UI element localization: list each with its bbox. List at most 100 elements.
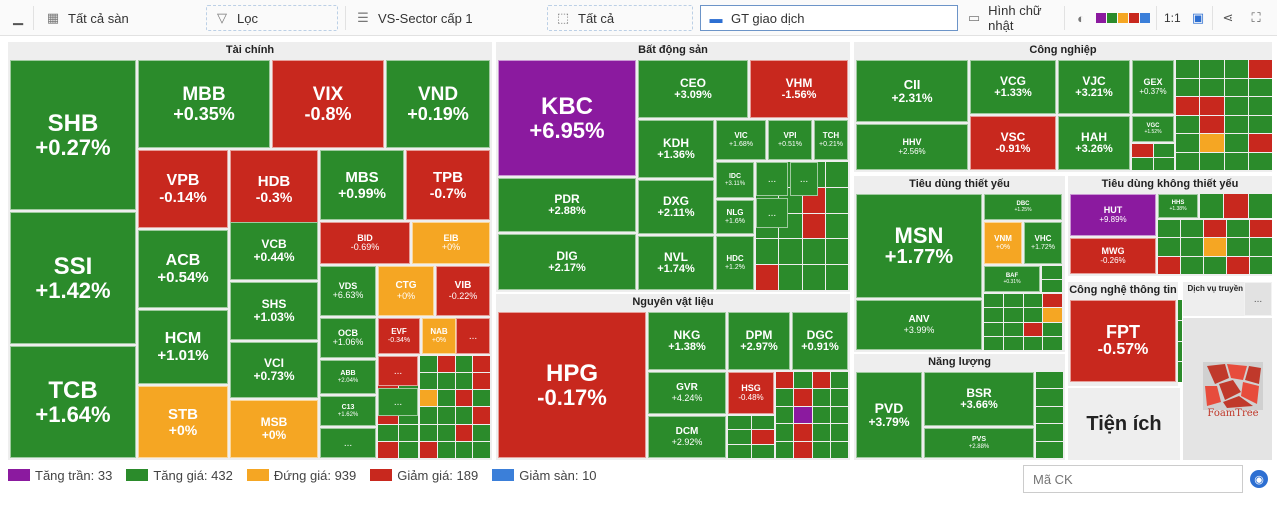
stock-tile-hhv[interactable]: HHV +2.56% — [856, 124, 968, 170]
stock-tile-nvl[interactable]: NVL +1.74% — [638, 236, 714, 290]
stock-tile-hah[interactable]: HAH +3.26% — [1058, 116, 1130, 170]
small-stock-tile[interactable] — [728, 416, 751, 430]
small-stock-tile[interactable] — [1043, 322, 1062, 336]
small-stock-tile[interactable] — [473, 407, 490, 424]
small-stock-tile[interactable] — [1250, 256, 1272, 274]
small-stock-cluster[interactable] — [1200, 194, 1272, 218]
globe-icon[interactable]: ◉ — [1250, 470, 1268, 488]
stock-tile-dcm[interactable]: DCM +2.92% — [648, 416, 726, 458]
small-stock-tile[interactable] — [1158, 256, 1180, 274]
stock-tile-vnm[interactable]: VNM +0% — [984, 222, 1022, 264]
save-icon[interactable]: ▣ — [1191, 10, 1205, 25]
small-stock-tile[interactable] — [728, 444, 751, 458]
small-stock-tile[interactable] — [1224, 152, 1248, 170]
small-stock-cluster[interactable] — [1178, 300, 1182, 382]
small-stock-tile[interactable] — [1227, 256, 1249, 274]
scope-select[interactable]: ⬚ Tất cả — [547, 5, 693, 31]
small-stock-tile[interactable] — [1248, 115, 1272, 133]
small-stock-tile[interactable] — [984, 336, 1003, 350]
small-stock-tile[interactable] — [825, 162, 848, 187]
small-stock-tile[interactable] — [1176, 134, 1200, 152]
stock-tile-ssi[interactable]: SSI +1.42% — [10, 212, 136, 344]
small-stock-tile[interactable] — [1200, 60, 1224, 78]
stock-tile-hpg[interactable]: HPG -0.17% — [498, 312, 646, 458]
small-stock-tile[interactable] — [1036, 389, 1063, 406]
small-stock-tile[interactable] — [1153, 144, 1174, 157]
small-stock-tile[interactable] — [1200, 194, 1224, 218]
stock-tile-shb[interactable]: SHB +0.27% — [10, 60, 136, 210]
small-stock-tile[interactable] — [398, 425, 418, 441]
stock-tile-idc[interactable]: IDC +3.11% — [716, 162, 754, 198]
stock-tile-ceo[interactable]: CEO +3.09% — [638, 60, 748, 118]
small-stock-tile[interactable] — [1250, 238, 1272, 256]
small-stock-tile[interactable] — [1248, 78, 1272, 96]
small-stock-tile[interactable] — [1224, 194, 1248, 218]
small-stock-tile[interactable] — [455, 373, 473, 390]
small-stock-tile[interactable] — [437, 390, 455, 407]
stock-tile-kdh[interactable]: KDH +1.36% — [638, 120, 714, 178]
stock-tile-vds[interactable]: VDS +6.63% — [320, 266, 376, 316]
small-stock-tile[interactable] — [794, 389, 812, 406]
small-stock-tile[interactable] — [437, 424, 455, 441]
more-stocks-tile[interactable]: ... — [756, 198, 788, 228]
stock-tile-hhs[interactable]: HHS +1.38% — [1158, 194, 1198, 218]
stock-tile-mbs[interactable]: MBS +0.99% — [320, 150, 404, 220]
small-stock-tile[interactable] — [779, 265, 802, 290]
small-stock-tile[interactable] — [825, 187, 848, 213]
stock-tile-baf[interactable]: BAF +0.31% — [984, 266, 1040, 292]
small-stock-cluster[interactable] — [1132, 144, 1174, 170]
stock-tile-hcm[interactable]: HCM +1.01% — [138, 310, 228, 384]
small-stock-tile[interactable] — [1200, 115, 1224, 133]
stock-tile-cii[interactable]: CII +2.31% — [856, 60, 968, 122]
small-stock-tile[interactable] — [378, 442, 398, 458]
stock-tile-fpt[interactable]: FPT -0.57% — [1070, 300, 1176, 382]
stock-tile-pvs[interactable]: PVS +2.88% — [924, 428, 1034, 458]
more-stocks-tile[interactable]: ... — [378, 388, 418, 416]
small-stock-cluster[interactable] — [1042, 266, 1062, 292]
small-stock-tile[interactable] — [473, 356, 490, 373]
stock-tile-tpb[interactable]: TPB -0.7% — [406, 150, 490, 220]
small-stock-tile[interactable] — [473, 424, 490, 441]
small-stock-tile[interactable] — [1176, 115, 1200, 133]
stock-tile-msn[interactable]: MSN +1.77% — [856, 194, 982, 298]
small-stock-tile[interactable] — [794, 372, 812, 389]
small-stock-tile[interactable] — [776, 406, 794, 424]
small-stock-tile[interactable] — [1181, 220, 1203, 238]
stock-tile-vcg[interactable]: VCG +1.33% — [970, 60, 1056, 114]
small-stock-tile[interactable] — [984, 308, 1003, 322]
small-stock-tile[interactable] — [1023, 308, 1043, 322]
small-stock-tile[interactable] — [1178, 300, 1182, 320]
stock-tile-hdc[interactable]: HDC +1.2% — [716, 236, 754, 290]
small-stock-tile[interactable] — [751, 444, 774, 458]
small-stock-tile[interactable] — [420, 441, 437, 458]
small-stock-tile[interactable] — [1153, 157, 1174, 170]
small-stock-tile[interactable] — [1200, 78, 1224, 96]
small-stock-tile[interactable] — [802, 213, 825, 239]
small-stock-tile[interactable] — [1036, 441, 1063, 458]
more-stocks-tile[interactable]: ... — [1244, 282, 1272, 316]
more-stocks-tile[interactable]: ... — [456, 318, 490, 354]
stock-tile-vci[interactable]: VCI +0.73% — [230, 342, 318, 398]
small-stock-tile[interactable] — [825, 213, 848, 239]
stock-tile-dpm[interactable]: DPM +2.97% — [728, 312, 790, 370]
small-stock-tile[interactable] — [1250, 220, 1272, 238]
small-stock-tile[interactable] — [1204, 238, 1226, 256]
stock-tile-nab[interactable]: NAB +0% — [422, 318, 456, 354]
small-stock-tile[interactable] — [1248, 97, 1272, 115]
small-stock-tile[interactable] — [1176, 97, 1200, 115]
small-stock-tile[interactable] — [1181, 256, 1203, 274]
small-stock-tile[interactable] — [420, 373, 437, 390]
sector-level-select[interactable]: ☰ VS-Sector cấp 1 — [348, 5, 540, 31]
small-stock-tile[interactable] — [1023, 322, 1043, 336]
stock-tile-vhc[interactable]: VHC +1.72% — [1024, 222, 1062, 264]
exchange-select[interactable]: ▦ Tất cả sàn — [38, 5, 198, 31]
small-stock-tile[interactable] — [1023, 294, 1043, 308]
small-stock-tile[interactable] — [1178, 320, 1182, 341]
small-stock-tile[interactable] — [1224, 60, 1248, 78]
stock-tile-dgc[interactable]: DGC +0.91% — [792, 312, 848, 370]
small-stock-tile[interactable] — [1158, 238, 1180, 256]
small-stock-tile[interactable] — [420, 407, 437, 424]
stock-tile-bsr[interactable]: BSR +3.66% — [924, 372, 1034, 426]
small-stock-tile[interactable] — [420, 390, 437, 407]
small-stock-tile[interactable] — [1227, 238, 1249, 256]
